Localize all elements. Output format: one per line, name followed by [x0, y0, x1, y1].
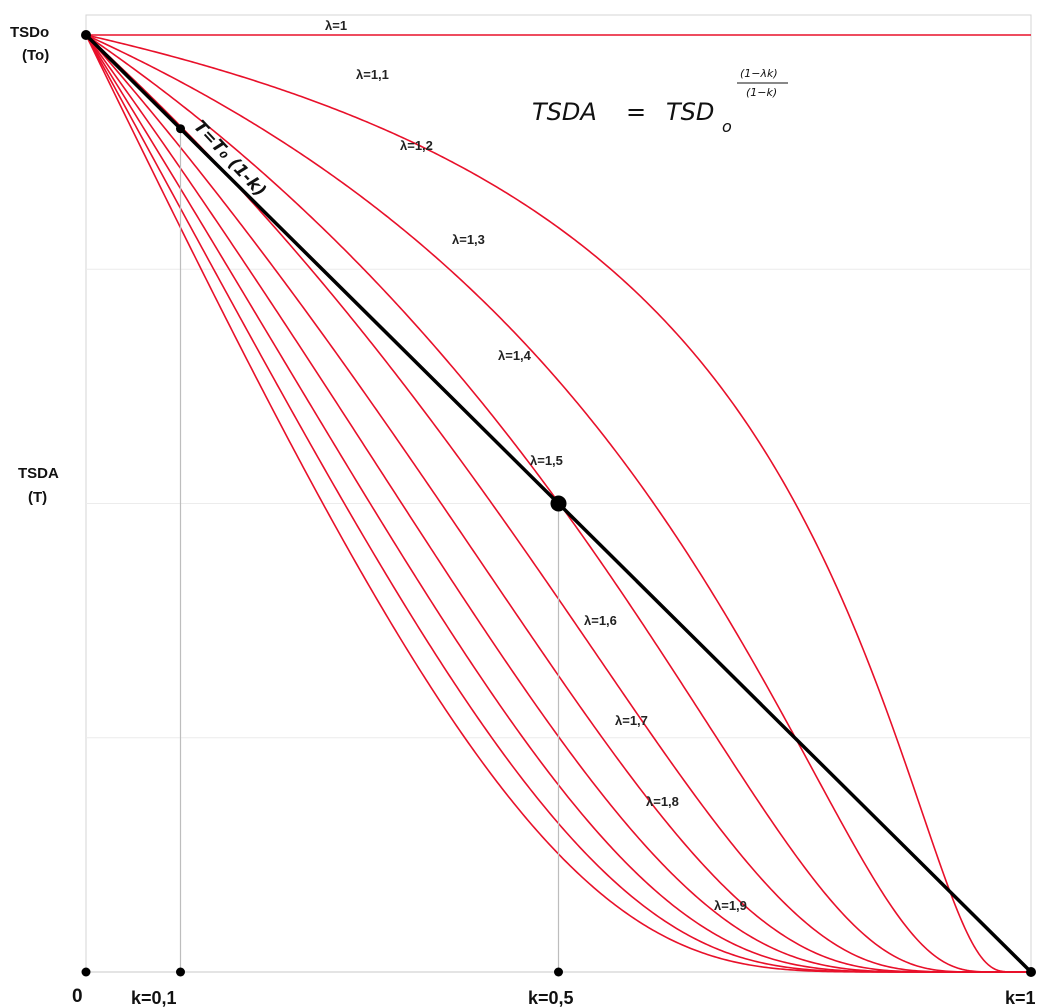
series-label: λ=1,8	[646, 794, 679, 809]
guides	[179, 128, 560, 972]
series-label: λ=1	[325, 18, 347, 33]
x-origin-label: 0	[72, 986, 83, 1007]
formula-base-sub: o	[722, 117, 732, 136]
linear-line-label: T=T₀ (1-k)	[189, 117, 269, 201]
y-mid-label-1: TSDA	[18, 465, 59, 482]
data-point	[81, 30, 91, 40]
formula-eq: =	[626, 98, 646, 126]
series-label: λ=1,1	[356, 67, 389, 82]
series-label: λ=1,6	[584, 613, 617, 628]
y-mid-label-2: (T)	[28, 489, 47, 506]
formula-exp-num: (1−λk)	[740, 67, 778, 80]
y-top-label-2: (To)	[22, 47, 49, 64]
formula-exp-den: (1−k)	[746, 86, 777, 99]
x-tick-dot	[81, 967, 91, 977]
x-tick-label: k=0,5	[528, 988, 574, 1008]
series-label: λ=1,7	[615, 713, 648, 728]
formula-base: TSD	[666, 98, 714, 126]
x-tick-dot	[554, 967, 563, 977]
data-point	[550, 495, 567, 512]
series-line	[85, 34, 1031, 973]
formula-lhs: TSDA	[532, 98, 597, 126]
data-point	[1026, 967, 1036, 977]
series-label: λ=1,2	[400, 138, 433, 153]
series-label: λ=1,9	[714, 898, 747, 913]
x-tick-label: k=1	[1005, 988, 1036, 1008]
series-label: λ=1,4	[498, 348, 532, 363]
formula: TSDA = TSD o (1−λk) (1−k)	[532, 67, 788, 136]
x-tick-label: k=0,1	[131, 988, 177, 1008]
points	[81, 30, 1036, 977]
series-line	[85, 34, 1031, 973]
curve-labels: λ=1 λ=1,1 λ=1,2 λ=1,3 λ=1,4 λ=1,5 λ=1,6 λ=1,7 λ=…	[325, 18, 747, 913]
x-tick-dot	[176, 967, 185, 977]
series-label: λ=1,3	[452, 232, 485, 247]
y-top-label-1: TSDo	[10, 24, 49, 41]
series-label: λ=1,5	[530, 453, 563, 468]
data-point	[176, 124, 185, 134]
